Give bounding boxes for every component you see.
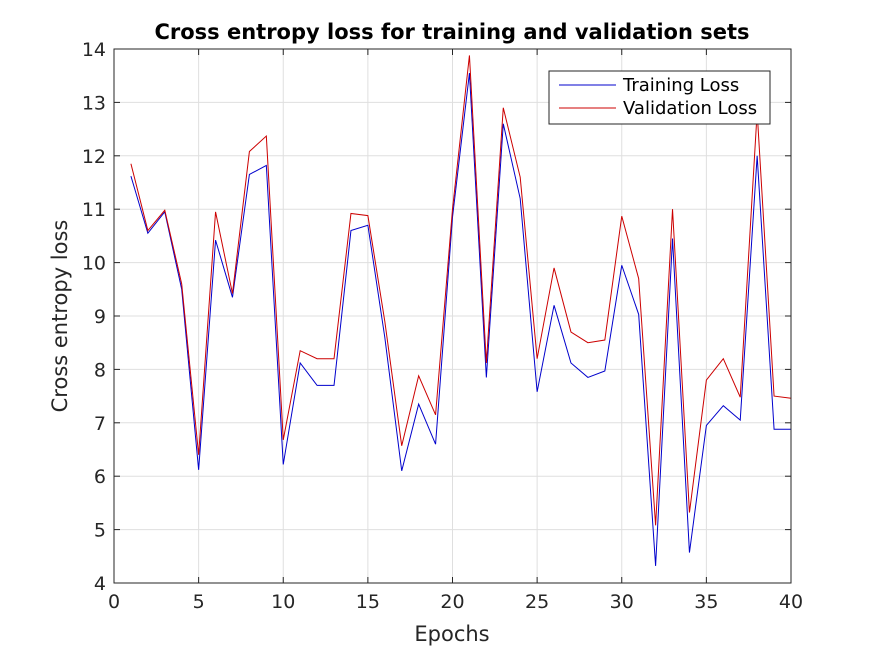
- x-tick-label: 15: [356, 591, 380, 613]
- x-tick-label: 30: [610, 591, 634, 613]
- chart-title: Cross entropy loss for training and vali…: [154, 20, 749, 44]
- x-tick-label: 35: [694, 591, 718, 613]
- x-tick-label: 5: [193, 591, 205, 613]
- legend-box: [548, 70, 771, 125]
- y-tick-label: 14: [82, 39, 106, 61]
- series-lines: [130, 55, 792, 566]
- x-tick-label: 0: [108, 591, 120, 613]
- legend-label: Training Loss: [622, 75, 739, 96]
- y-tick-label: 12: [82, 146, 106, 168]
- x-tick-label: 25: [525, 591, 549, 613]
- y-tick-label: 10: [82, 253, 106, 275]
- y-axis-label: Cross entropy loss: [48, 220, 72, 413]
- series-line-validation: [130, 55, 792, 526]
- series-line-training: [130, 72, 791, 566]
- y-tick-label: 7: [94, 413, 106, 435]
- grid: [113, 48, 792, 584]
- y-tick-label: 4: [94, 573, 106, 595]
- y-tick-label: 13: [82, 92, 106, 114]
- y-tick-label: 11: [82, 199, 106, 221]
- y-tick-label: 9: [94, 306, 106, 328]
- y-tick-label: 6: [94, 466, 106, 488]
- y-tick-label: 8: [94, 359, 106, 381]
- x-axis-label: Epochs: [414, 622, 489, 646]
- y-tick-label: 5: [94, 520, 106, 542]
- legend-label: Validation Loss: [623, 98, 757, 119]
- x-tick-label: 40: [779, 591, 803, 613]
- x-tick-label: 20: [440, 591, 464, 613]
- x-tick-label: 10: [271, 591, 295, 613]
